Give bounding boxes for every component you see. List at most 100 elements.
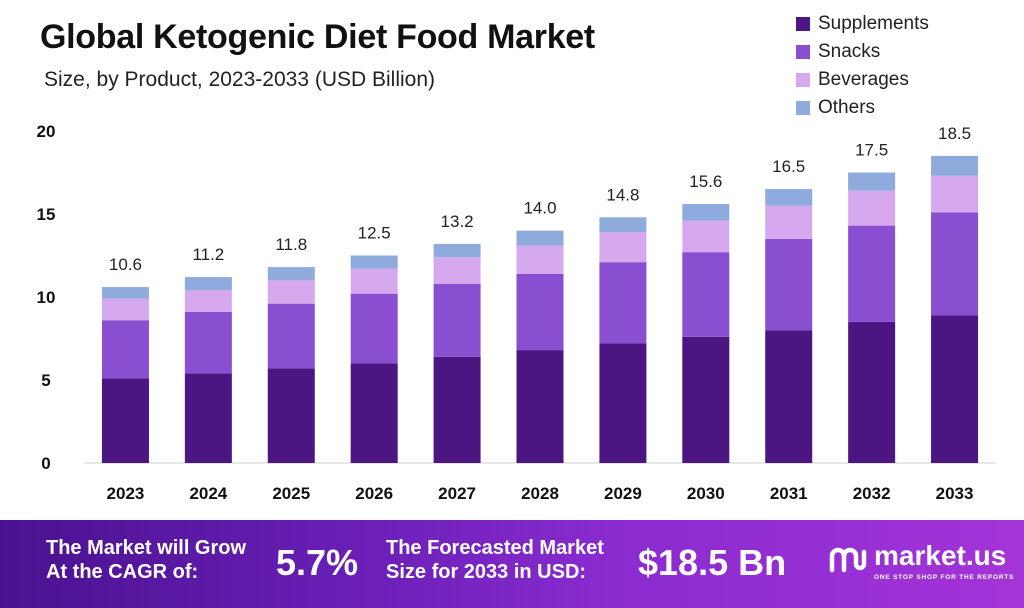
bar-segment-beverages (848, 190, 896, 226)
bar-segment-snacks (267, 303, 315, 369)
bar-segment-others (682, 204, 730, 221)
cagr-label-line2: At the CAGR of: (46, 561, 199, 583)
bar-total-label: 15.6 (689, 172, 722, 191)
bar-segment-others (433, 243, 481, 258)
legend-label-snacks: Snacks (818, 41, 881, 62)
bar-segment-supplements (184, 373, 232, 463)
bar-segment-beverages (931, 175, 979, 213)
bar-segment-others (184, 277, 232, 291)
x-tick-label: 2027 (438, 484, 476, 503)
bar-segment-supplements (682, 336, 730, 463)
forecast-value: $18.5 Bn (638, 542, 787, 583)
chart-legend: Supplements Snacks Beverages Others (796, 10, 929, 122)
bar-segment-supplements (101, 378, 149, 463)
legend-item-supplements: Supplements (796, 10, 929, 38)
bar-segment-others (516, 230, 564, 246)
x-tick-label: 2033 (936, 484, 974, 503)
bar-total-label: 16.5 (772, 157, 805, 176)
legend-swatch-supplements (796, 17, 810, 31)
bar-segment-others (599, 217, 647, 233)
x-tick-label: 2024 (189, 484, 227, 503)
legend-swatch-snacks (796, 45, 810, 59)
cagr-value: 5.7% (276, 542, 359, 583)
bar-total-label: 11.8 (275, 235, 307, 254)
bar-segment-supplements (516, 350, 564, 463)
forecast-label-line2: Size for 2033 in USD: (386, 561, 587, 583)
bar-segment-snacks (101, 320, 149, 379)
bar-segment-beverages (184, 290, 232, 312)
x-tick-label: 2030 (687, 484, 725, 503)
x-tick-label: 2031 (770, 484, 808, 503)
cagr-label: The Market will Grow At the CAGR of: (46, 536, 246, 584)
chart-title: Global Ketogenic Diet Food Market (40, 18, 595, 56)
x-tick-label: 2025 (272, 484, 310, 503)
bar-total-label: 12.5 (358, 224, 391, 243)
bar-segment-beverages (433, 257, 481, 284)
brand-tagline: ONE STOP SHOP FOR THE REPORTS (874, 574, 1015, 581)
legend-item-beverages: Beverages (796, 66, 929, 94)
x-tick-label: 2023 (107, 484, 145, 503)
legend-label-beverages: Beverages (818, 69, 909, 90)
bar-segment-supplements (931, 315, 979, 463)
x-tick-label: 2026 (355, 484, 393, 503)
bar-total-label: 14.0 (523, 199, 556, 218)
bar-segment-supplements (350, 363, 398, 463)
bar-segment-beverages (516, 245, 564, 274)
bar-segment-snacks (516, 273, 564, 351)
y-tick-label: 20 (37, 122, 56, 141)
bar-segment-snacks (433, 283, 481, 357)
bar-segment-supplements (433, 356, 481, 463)
bar-segment-beverages (101, 298, 149, 321)
bar-segment-supplements (267, 368, 315, 463)
forecast-label: The Forecasted Market Size for 2033 in U… (386, 536, 604, 584)
bar-total-label: 11.2 (192, 245, 224, 264)
bar-segment-supplements (765, 330, 813, 463)
bar-segment-beverages (350, 268, 398, 294)
bar-segment-beverages (682, 220, 730, 253)
bar-segment-others (765, 189, 813, 206)
legend-swatch-beverages (796, 73, 810, 87)
x-tick-label: 2029 (604, 484, 642, 503)
legend-item-snacks: Snacks (796, 38, 929, 66)
bar-segment-snacks (184, 311, 232, 374)
bar-segment-snacks (682, 252, 730, 337)
bar-segment-snacks (765, 238, 813, 331)
footer-banner: The Market will Grow At the CAGR of: 5.7… (0, 520, 1024, 608)
legend-item-others: Others (796, 94, 929, 122)
bar-segment-supplements (848, 321, 896, 463)
y-tick-label: 0 (41, 454, 50, 473)
bar-segment-others (931, 155, 979, 176)
brand-logo-icon (829, 547, 867, 573)
legend-label-supplements: Supplements (818, 13, 929, 34)
bar-total-label: 14.8 (606, 185, 639, 204)
chart-subtitle: Size, by Product, 2023-2033 (USD Billion… (44, 68, 436, 91)
bar-segment-snacks (931, 212, 979, 316)
bar-segment-snacks (350, 293, 398, 364)
bar-segment-others (101, 287, 149, 299)
bar-segment-others (848, 172, 896, 191)
bar-segment-others (350, 255, 398, 269)
bar-segment-beverages (599, 232, 647, 263)
bar-total-label: 18.5 (938, 124, 971, 143)
bar-segment-others (267, 267, 315, 281)
cagr-label-line1: The Market will Grow (46, 537, 247, 559)
stacked-bar-chart: 0 5 10 15 20 10.6 2023 11.2 2024 11.8 2025 12.5 2026… (37, 122, 996, 503)
bar-segment-beverages (267, 280, 315, 304)
brand-name: market.us (874, 540, 1007, 571)
bar-total-label: 10.6 (109, 255, 142, 274)
y-tick-label: 10 (37, 288, 56, 307)
bar-total-label: 17.5 (855, 141, 888, 160)
bar-segment-beverages (765, 205, 813, 239)
x-tick-label: 2028 (521, 484, 559, 503)
bar-total-label: 13.2 (441, 212, 474, 231)
legend-swatch-others (796, 101, 810, 115)
bar-segment-supplements (599, 343, 647, 463)
forecast-label-line1: The Forecasted Market (386, 537, 604, 559)
bar-segment-snacks (599, 262, 647, 344)
y-tick-label: 15 (37, 205, 56, 224)
legend-label-others: Others (818, 97, 876, 118)
x-tick-label: 2032 (853, 484, 891, 503)
bar-segment-snacks (848, 225, 896, 322)
y-tick-label: 5 (41, 371, 50, 390)
